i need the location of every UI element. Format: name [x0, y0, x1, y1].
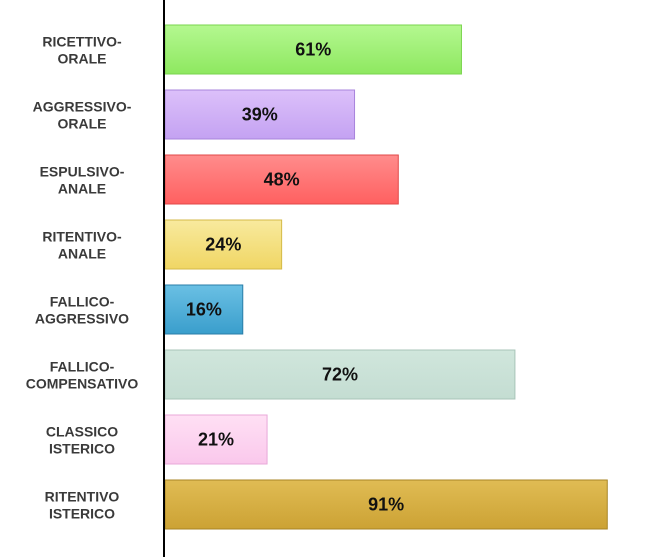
category-labels-group: RICETTIVO-ORALE AGGRESSIVO-ORALE ESPULSIVO…: [26, 34, 139, 522]
bars-group: 61% 39% 48% 24% 16% 72% 21% 91%: [164, 24, 608, 530]
category-label-1: AGGRESSIVO-ORALE: [33, 99, 132, 132]
bar-0: [164, 24, 462, 75]
value-label-0: 61%: [295, 40, 331, 60]
value-label-6: 21%: [198, 430, 234, 450]
category-label-5: FALLICO-COMPENSATIVO: [26, 359, 139, 392]
value-label-4: 16%: [186, 300, 222, 320]
bar-2: [164, 154, 399, 205]
category-label-4: FALLICO-AGGRESSIVO: [35, 294, 129, 327]
category-label-3: RITENTIVO-ANALE: [42, 229, 122, 262]
value-label-3: 24%: [205, 235, 241, 255]
bar-6: [164, 414, 268, 465]
category-label-2: ESPULSIVO-ANALE: [40, 164, 125, 197]
bar-1: [164, 89, 356, 140]
bar-4: [164, 284, 244, 335]
category-label-6: CLASSICO ISTERICO: [46, 424, 118, 457]
category-label-0: RICETTIVO-ORALE: [42, 34, 122, 67]
value-label-5: 72%: [322, 365, 358, 385]
value-label-7: 91%: [368, 495, 404, 515]
category-label-7: RITENTIVO ISTERICO: [45, 489, 120, 522]
bar-3: [164, 219, 283, 270]
value-label-2: 48%: [264, 170, 300, 190]
value-label-1: 39%: [242, 105, 278, 125]
bar-5: [164, 349, 516, 400]
